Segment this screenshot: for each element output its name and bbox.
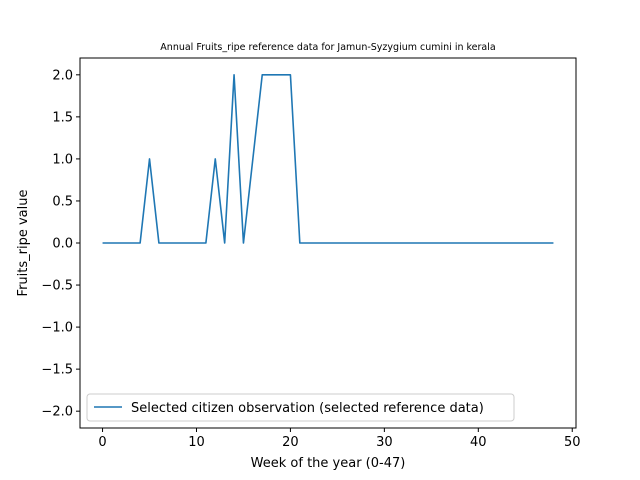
y-tick-label: 0.5: [52, 194, 73, 209]
plot-area: 0 10 20 30 40 50 −2.0 −1.5 −1.0 −0.5 0.0 0.5 1.0 1.5…: [41, 57, 581, 450]
y-tick-label: −1.5: [41, 363, 73, 378]
x-tick-label: 20: [282, 435, 299, 450]
x-tick-label: 0: [98, 435, 106, 450]
y-tick-label: 1.5: [52, 110, 73, 125]
legend-box: [86, 393, 515, 422]
y-tick-label: 1.0: [52, 152, 73, 167]
x-tick-label: 50: [564, 435, 581, 450]
y-tick-label: −1.0: [41, 321, 73, 336]
y-tick-label: 0.0: [52, 237, 73, 252]
x-axis-label: Week of the year (0-47): [251, 456, 406, 471]
series-line-0: [102, 74, 554, 244]
y-tick-label: −0.5: [41, 279, 73, 294]
legend-entry-label: Selected citizen observation (selected r…: [131, 401, 484, 416]
series-layer: [102, 74, 554, 244]
x-axis: 0 10 20 30 40 50: [98, 428, 581, 450]
legend: Selected citizen observation (selected r…: [86, 393, 515, 422]
y-axis: −2.0 −1.5 −1.0 −0.5 0.0 0.5 1.0 1.5 2.0: [41, 68, 80, 420]
y-axis-label: Fruits_ripe value: [16, 190, 31, 297]
y-tick-label: −2.0: [41, 405, 73, 420]
chart-title: Annual Fruits_ripe reference data for Ja…: [160, 42, 495, 53]
y-tick-label: 2.0: [52, 68, 73, 83]
x-tick-label: 10: [188, 435, 205, 450]
x-tick-label: 30: [376, 435, 393, 450]
x-tick-label: 40: [470, 435, 487, 450]
